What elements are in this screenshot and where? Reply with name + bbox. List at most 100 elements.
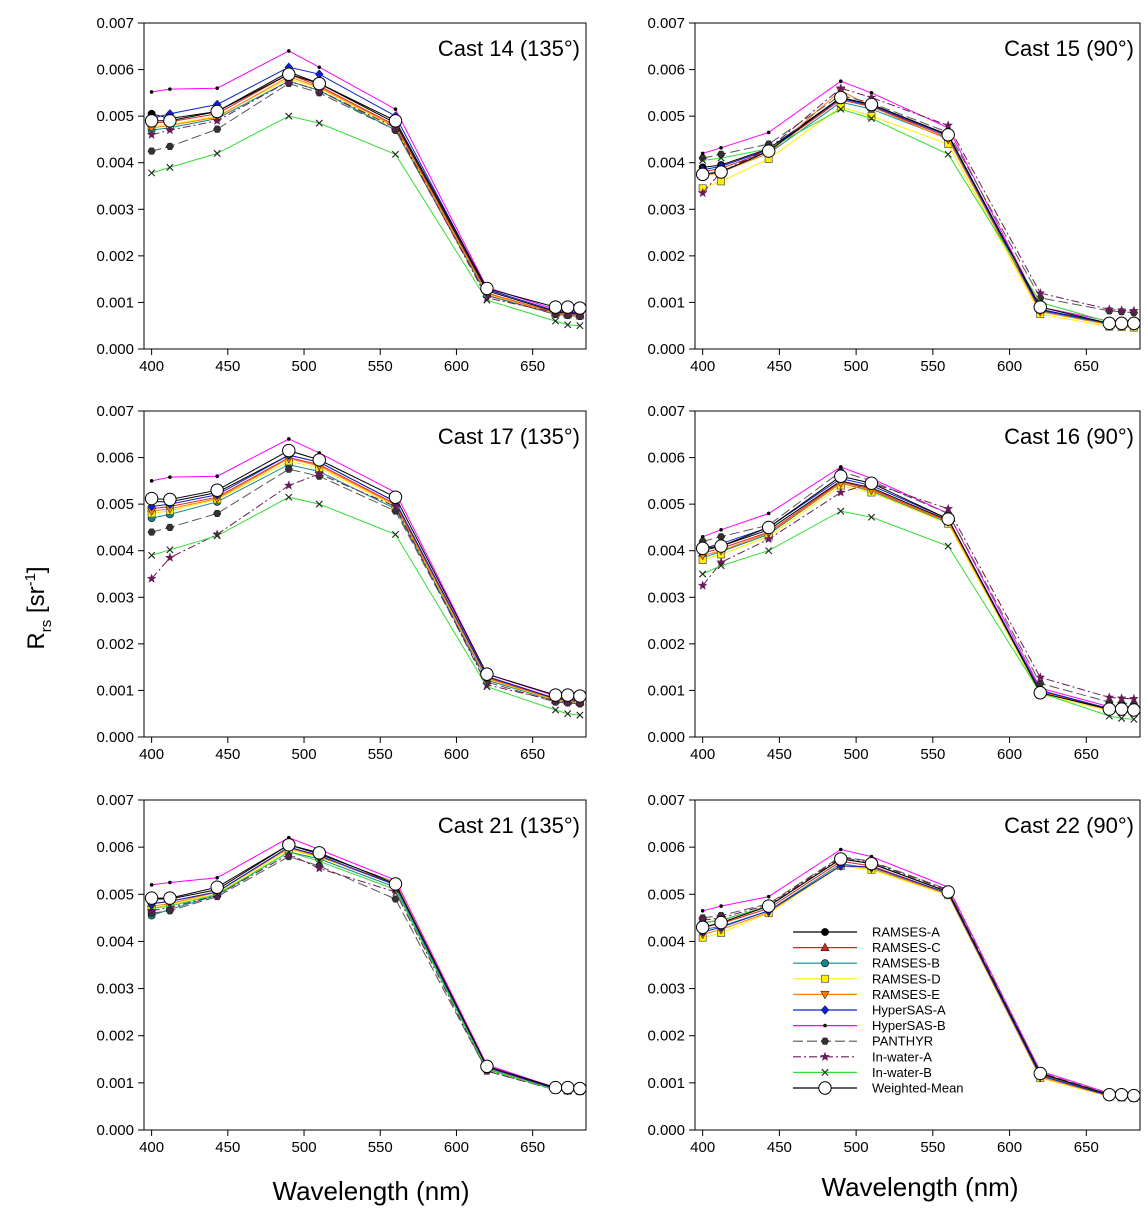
legend-marker	[821, 928, 829, 936]
data-point	[149, 479, 154, 483]
series-line	[151, 50, 580, 312]
series-line	[702, 106, 1134, 329]
y-tick-label: 0.006	[96, 62, 134, 79]
data-point	[699, 156, 707, 164]
data-point	[282, 443, 296, 458]
x-tick-label: 600	[997, 358, 1022, 375]
series-weighted-mean	[695, 852, 1141, 1103]
series-line	[151, 115, 580, 327]
legend-label: RAMSES-A	[872, 925, 940, 940]
series-hypersas-a	[147, 62, 585, 318]
series-line	[702, 87, 1134, 312]
plot-frame	[143, 22, 587, 350]
data-point	[835, 487, 846, 497]
x-tick-label: 600	[444, 746, 469, 763]
x-tick-label: 400	[690, 358, 715, 375]
data-point	[867, 114, 876, 123]
series-in-water-b	[148, 112, 584, 330]
y-tick-label: 0.005	[647, 108, 685, 125]
series-ramses-d	[698, 481, 1138, 717]
data-point	[213, 532, 221, 540]
legend: RAMSES-ARAMSES-CRAMSES-BRAMSES-DRAMSES-E…	[793, 925, 964, 1096]
series-line	[151, 853, 580, 1092]
data-point	[837, 105, 845, 113]
y-tick-label: 0.000	[647, 729, 685, 746]
data-point	[1127, 1088, 1141, 1103]
data-point	[146, 905, 157, 915]
series-ramses-c	[698, 94, 1139, 329]
data-point	[1128, 305, 1139, 315]
y-tick-label: 0.001	[96, 1075, 134, 1092]
data-point	[561, 1080, 575, 1095]
data-point	[480, 667, 494, 681]
data-point	[838, 465, 843, 469]
x-tick-label: 450	[767, 746, 792, 763]
data-point	[1104, 692, 1115, 702]
panel-2: 0.000 0.001 0.002 0.003 0.004 0.005 0.006 0.007…	[647, 15, 1141, 375]
y-tick-label: 0.005	[96, 108, 134, 125]
legend-label: Weighted-Mean	[872, 1081, 964, 1096]
y-tick-label: 0.002	[647, 636, 685, 653]
y-axis-label-unit-close: ]	[23, 566, 50, 573]
y-axis-label-unit-sup: -1	[22, 573, 39, 586]
y-tick-label: 0.000	[647, 1122, 685, 1139]
data-point	[168, 475, 172, 479]
x-tick-label: 650	[1074, 746, 1099, 763]
data-point	[551, 706, 560, 714]
data-point	[166, 163, 174, 171]
data-point	[700, 151, 705, 156]
series-line	[702, 480, 1134, 711]
y-tick-label: 0.006	[647, 450, 685, 467]
series-hypersas-b	[700, 79, 1136, 325]
series-line	[702, 470, 1134, 705]
y-axis-label: Rrs [sr-1]	[22, 566, 55, 649]
series-line	[151, 454, 580, 701]
data-point	[144, 891, 159, 905]
data-point	[215, 875, 219, 880]
y-tick-label: 0.004	[96, 155, 134, 172]
data-point	[761, 520, 776, 535]
y-tick-label: 0.007	[647, 15, 685, 32]
x-tick-label: 400	[690, 746, 715, 763]
series-panthyr	[698, 468, 1138, 708]
series-line	[151, 80, 580, 315]
x-tick-label: 600	[997, 746, 1022, 763]
data-point	[393, 107, 398, 111]
y-tick-label: 0.006	[647, 62, 685, 79]
series-line	[702, 482, 1134, 700]
legend-marker	[818, 1081, 832, 1095]
y-tick-label: 0.001	[647, 1075, 685, 1092]
panel-title: Cast 16 (90°)	[1004, 424, 1134, 449]
data-point	[717, 154, 725, 162]
data-point	[1114, 702, 1129, 716]
data-point	[144, 114, 159, 128]
y-tick-label: 0.007	[96, 15, 134, 32]
y-tick-label: 0.000	[647, 341, 685, 358]
data-point	[1127, 703, 1141, 717]
legend-marker	[821, 959, 829, 968]
legend-marker	[820, 990, 830, 1000]
y-tick-label: 0.007	[96, 403, 134, 420]
data-point	[766, 511, 771, 516]
data-point	[719, 527, 723, 532]
y-tick-label: 0.007	[647, 403, 685, 420]
data-point	[700, 908, 705, 913]
x-tick-label: 450	[215, 746, 240, 763]
data-point	[282, 67, 296, 81]
data-point	[483, 683, 491, 691]
data-point	[944, 150, 952, 158]
data-point	[1114, 1087, 1129, 1102]
data-point	[149, 90, 154, 94]
x-tick-label: 500	[844, 1139, 869, 1156]
y-tick-label: 0.003	[96, 201, 134, 218]
series-line	[151, 851, 580, 1092]
series-ramses-c	[146, 842, 585, 1094]
y-tick-label: 0.006	[647, 839, 685, 856]
x-tick-label: 450	[215, 358, 240, 375]
data-point	[763, 533, 774, 544]
data-point	[1116, 305, 1127, 315]
x-tick-label: 500	[844, 746, 869, 763]
legend-label: RAMSES-C	[872, 940, 941, 955]
data-point	[149, 883, 154, 887]
y-tick-label: 0.002	[647, 1028, 685, 1045]
